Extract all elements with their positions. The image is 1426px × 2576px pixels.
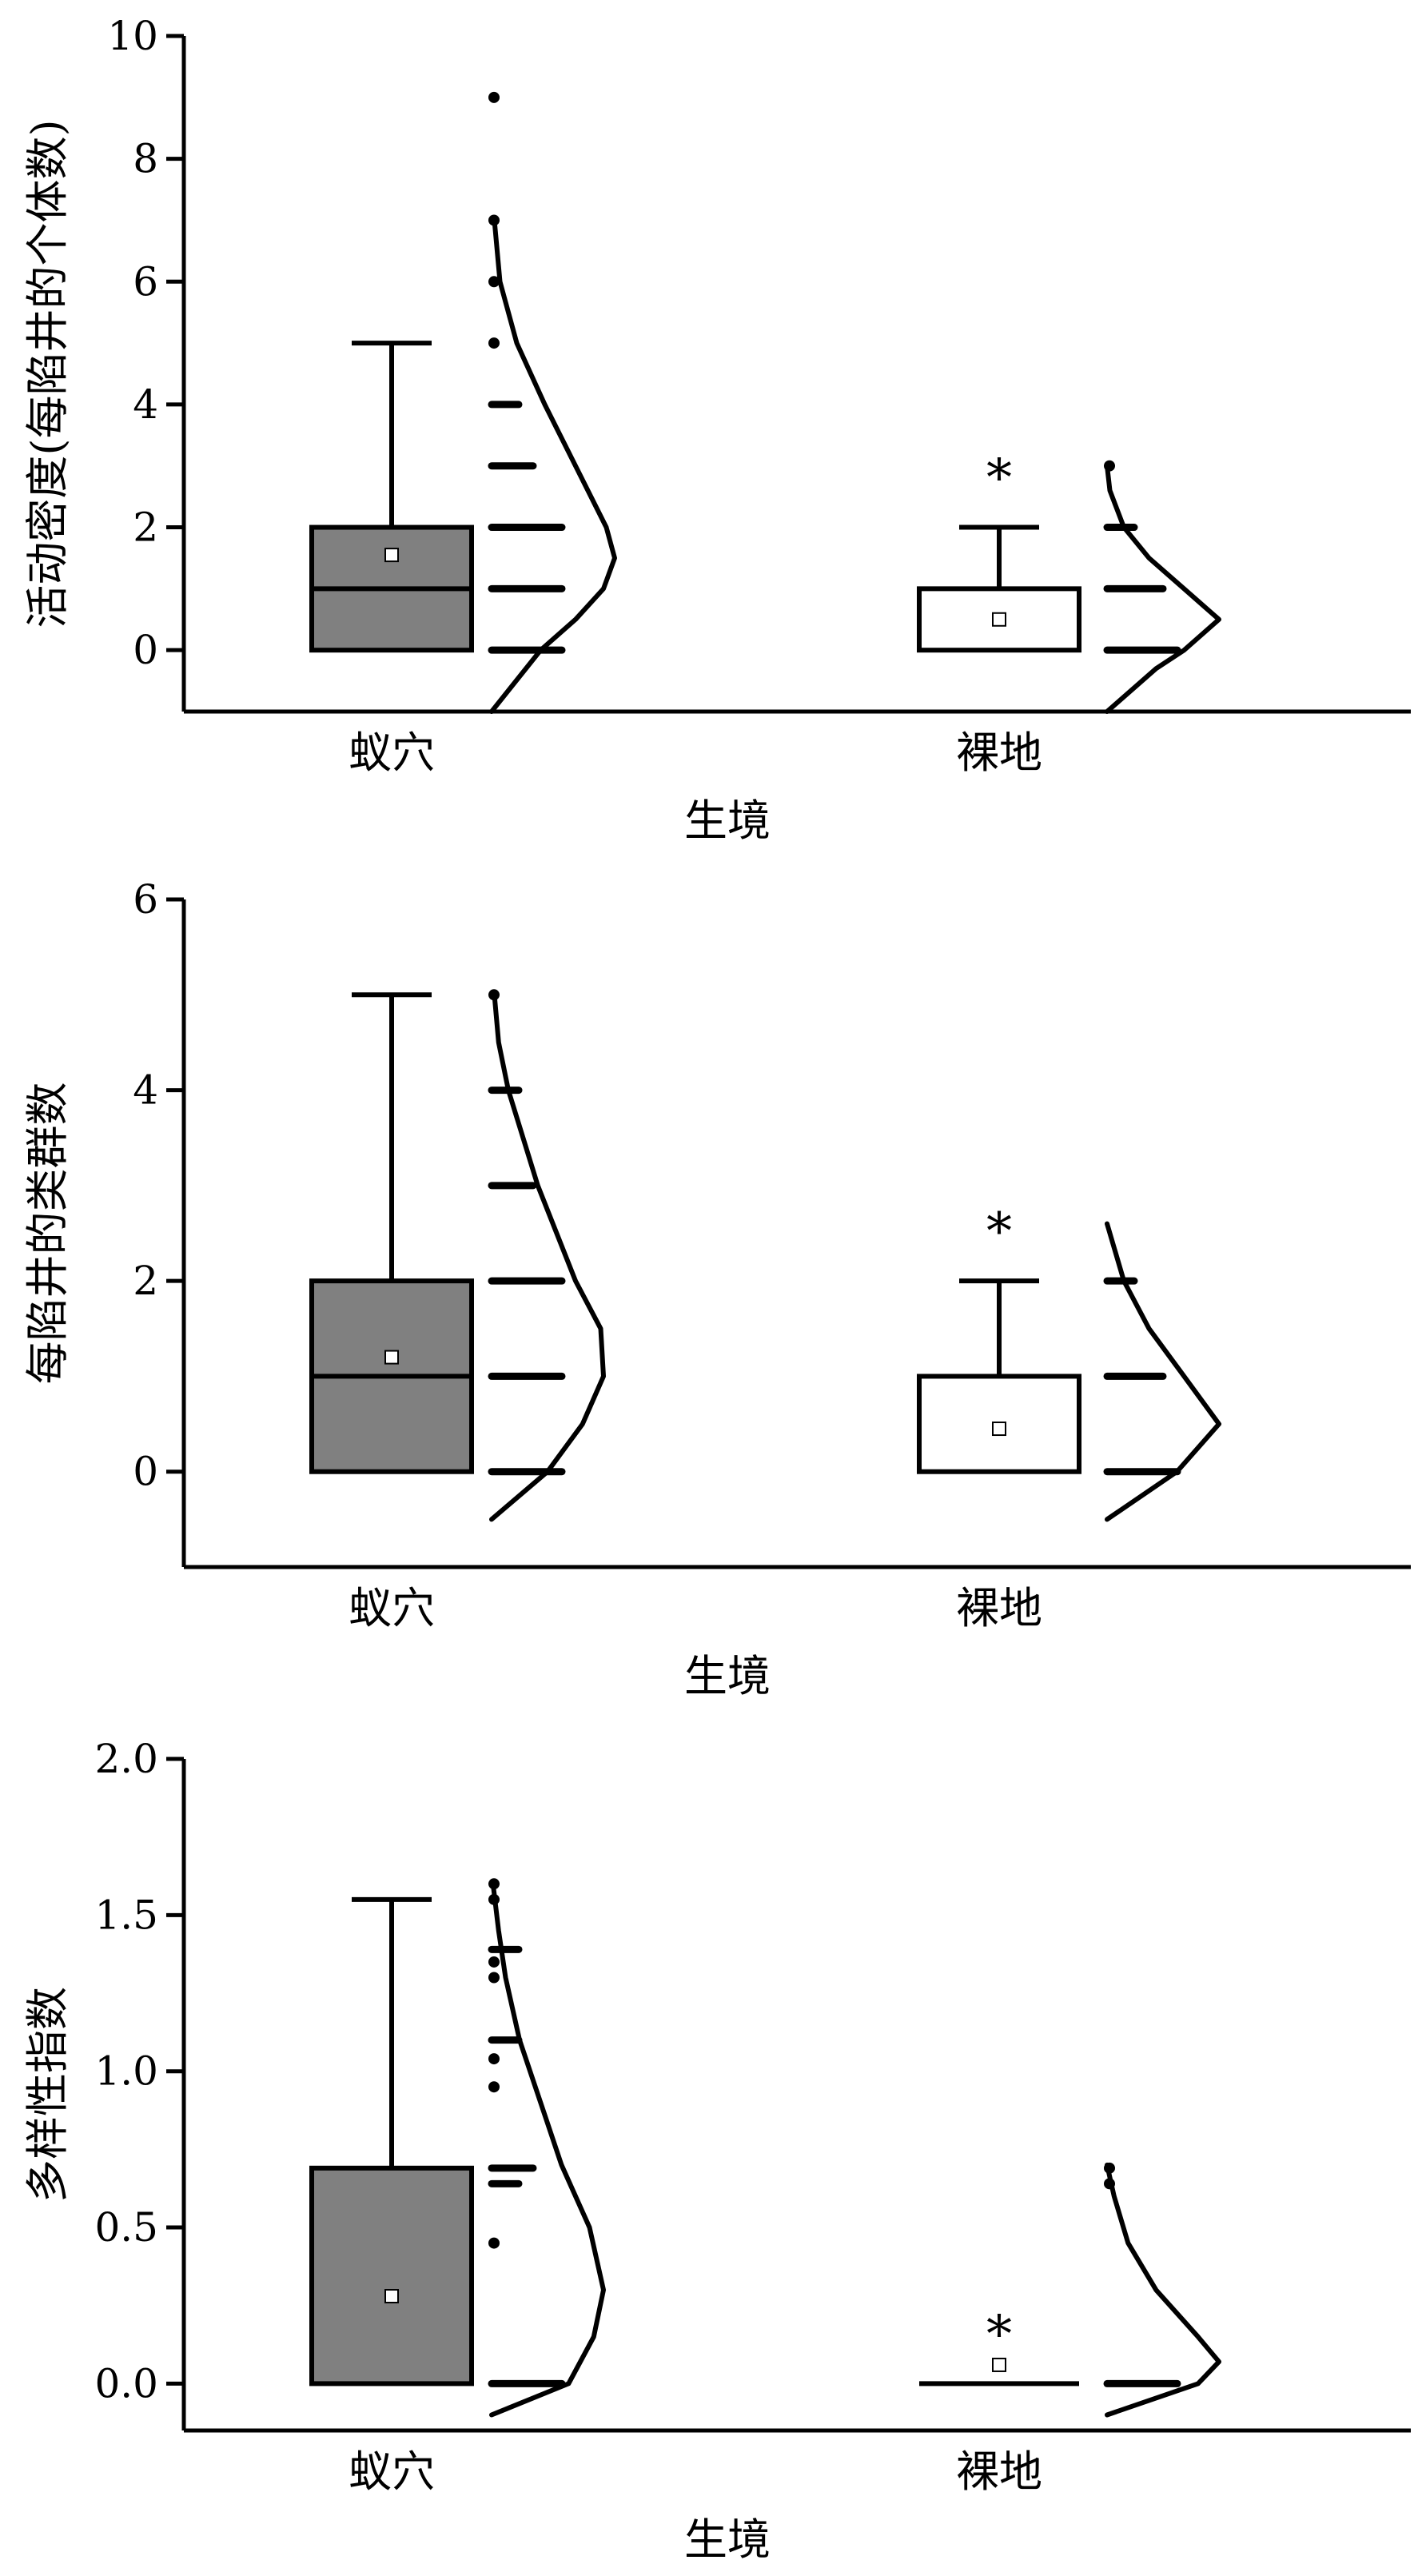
data-point [488,91,500,103]
data-point [488,1956,500,1968]
data-point [488,2081,500,2093]
density-curve [1105,463,1221,714]
y-axis-title: 活动密度(每陷井的个体数) [22,119,73,628]
box-group-2: 裸地 * [917,449,1221,778]
y-tick-label: 0 [133,627,158,673]
y-axis-title: 每陷井的类群数 [22,1083,73,1385]
y-tick-label: 4 [133,381,158,428]
y-tick-label: 2 [133,504,158,551]
box-group-2: 裸地 * [917,1202,1221,1633]
data-point [488,2237,500,2249]
significance-star: * [986,449,1012,508]
data-point [488,276,500,288]
box-group-2: 裸地 * [919,2162,1221,2497]
category-label: 蚁穴 [349,728,435,778]
mean-marker [384,2289,399,2303]
x-axis-title: 生境 [684,2514,771,2565]
y-tick-label: 1.0 [94,2048,158,2095]
significance-star: * [986,2305,1012,2364]
y-tick-label: 2 [133,1258,158,1304]
density-curve [1105,2162,1221,2418]
significance-star: * [986,1202,1012,1262]
x-axis-title: 生境 [684,1651,771,1701]
y-tick-label: 8 [133,136,158,182]
y-tick-label: 1.5 [94,1892,158,1938]
category-label: 裸地 [956,728,1042,778]
y-tick-label: 0 [133,1449,158,1495]
y-tick-label: 4 [133,1067,158,1114]
y-tick-label: 0.5 [94,2204,158,2251]
y-tick-label: 10 [107,13,158,59]
box-group-1: 蚁穴 [309,989,606,1633]
chart-panel-1: 0 2 4 6 8 10 活动密度(每陷井的个体数) 生境 蚁穴 裸地 * [22,13,1411,846]
y-tick-label: 6 [133,876,158,923]
category-label: 蚁穴 [349,1583,435,1633]
density-curve [489,217,617,714]
data-point [488,337,500,349]
x-axis-title: 生境 [684,796,771,846]
box-group-1: 蚁穴 [309,1878,606,2497]
data-point [488,1972,500,1984]
category-label: 裸地 [956,1583,1042,1633]
mean-marker [992,612,1006,627]
y-axis-title: 多样性指数 [22,1987,73,2203]
data-point [488,2053,500,2065]
density-curve [1105,1221,1221,1522]
box-group-1: 蚁穴 [309,91,617,778]
y-tick-label: 6 [133,258,158,305]
density-curve [489,1881,606,2418]
density-curve [489,992,606,1522]
y-tick-label: 2.0 [94,1736,158,1782]
mean-marker [992,1422,1006,1437]
category-label: 裸地 [956,2446,1042,2497]
mean-marker [992,2357,1006,2372]
y-tick-label: 0.0 [94,2360,158,2407]
category-label: 蚁穴 [349,2446,435,2497]
mean-marker [384,548,399,563]
box [309,2165,474,2387]
mean-marker [384,1350,399,1365]
